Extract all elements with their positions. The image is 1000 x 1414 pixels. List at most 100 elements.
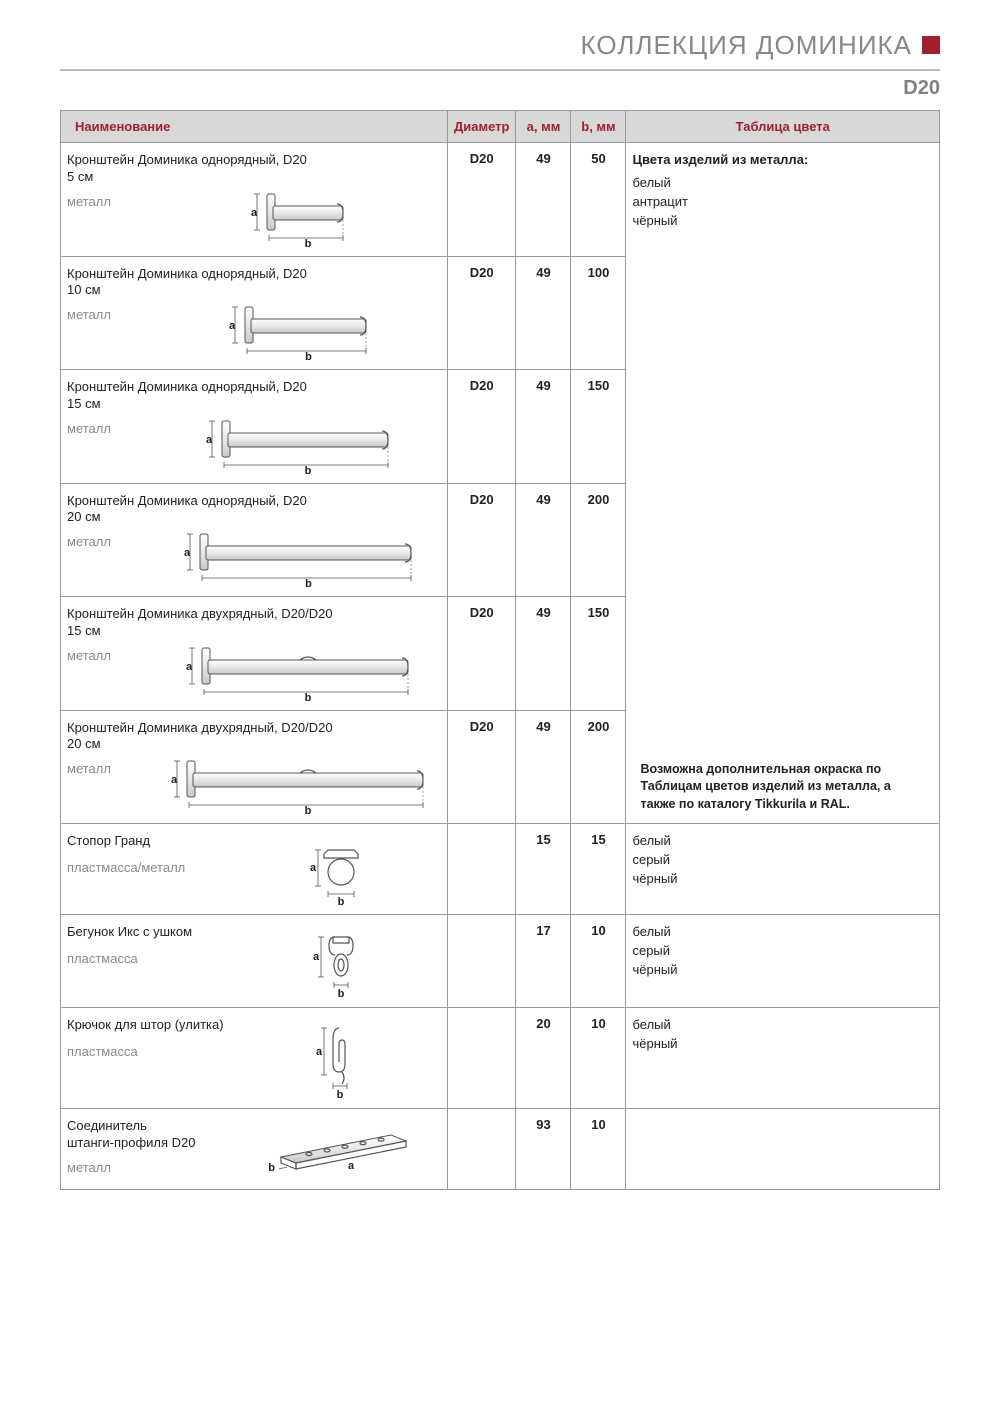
svg-text:a: a	[313, 951, 320, 963]
bracket-diagram-icon: a b	[171, 415, 441, 475]
b-cell: 200	[571, 483, 626, 597]
bracket-diagram-icon: a b	[171, 528, 441, 588]
color-option: чёрный	[632, 212, 933, 231]
svg-text:a: a	[171, 774, 178, 786]
color-option: белый	[632, 923, 933, 942]
item-material: металл	[67, 534, 157, 549]
svg-text:b: b	[305, 238, 312, 248]
item-subtitle: 15 см	[67, 396, 441, 411]
color-note: Возможна дополнительная окраска по Табли…	[640, 761, 925, 814]
b-cell: 10	[571, 1008, 626, 1109]
svg-text:a: a	[229, 320, 236, 332]
a-cell: 20	[516, 1008, 571, 1109]
svg-text:a: a	[206, 434, 213, 446]
part-diagram-icon: a b	[241, 1121, 441, 1181]
b-cell: 15	[571, 824, 626, 915]
diameter-cell: D20	[448, 256, 516, 370]
item-material: металл	[67, 761, 157, 776]
name-cell: Крючок для штор (улитка) пластмасса a b	[61, 1008, 448, 1109]
diameter-cell	[448, 1008, 516, 1109]
bracket-diagram-icon: a b	[171, 642, 441, 702]
catalog-page: КОЛЛЕКЦИЯ ДОМИНИКА D20 Наименование Диам…	[0, 0, 1000, 1230]
item-material: пластмасса	[67, 1044, 227, 1059]
color-option: чёрный	[632, 1035, 933, 1054]
diameter-cell: D20	[448, 710, 516, 824]
item-title: Бегунок Икс с ушком	[67, 923, 227, 941]
color-option: серый	[632, 851, 933, 870]
table-header: Наименование Диаметр a, мм b, мм Таблица…	[61, 111, 940, 143]
svg-text:a: a	[348, 1160, 355, 1172]
name-cell: Стопор Гранд пластмасса/металл a b	[61, 824, 448, 915]
col-header-name: Наименование	[61, 111, 448, 143]
a-cell: 15	[516, 824, 571, 915]
color-cell: белыйчёрный	[626, 1008, 940, 1109]
item-title: Кронштейн Доминика однорядный, D20	[67, 265, 441, 283]
item-subtitle: 5 см	[67, 169, 441, 184]
name-cell: Кронштейн Доминика однорядный, D20 5 см …	[61, 143, 448, 257]
diameter-cell: D20	[448, 597, 516, 711]
a-cell: 49	[516, 143, 571, 257]
diameter-cell	[448, 915, 516, 1008]
b-cell: 10	[571, 1109, 626, 1190]
color-option: антрацит	[632, 193, 933, 212]
col-header-diameter: Диаметр	[448, 111, 516, 143]
accent-square-icon	[922, 36, 940, 54]
item-title: Соединитель	[67, 1117, 227, 1135]
bracket-diagram-icon: a b	[171, 188, 441, 248]
svg-text:a: a	[184, 547, 191, 559]
table-row: Стопор Гранд пластмасса/металл a b 1515б…	[61, 824, 940, 915]
a-cell: 49	[516, 597, 571, 711]
svg-text:a: a	[251, 207, 258, 219]
bracket-diagram-icon: a b	[171, 755, 441, 815]
item-subtitle: штанги-профиля D20	[67, 1135, 227, 1150]
a-cell: 49	[516, 370, 571, 484]
col-header-color: Таблица цвета	[626, 111, 940, 143]
item-material: металл	[67, 1160, 227, 1175]
svg-text:b: b	[305, 578, 312, 588]
svg-text:a: a	[310, 862, 317, 874]
color-cell: белыйсерыйчёрный	[626, 915, 940, 1008]
item-title: Кронштейн Доминика однорядный, D20	[67, 492, 441, 510]
name-cell: Кронштейн Доминика однорядный, D20 15 см…	[61, 370, 448, 484]
item-material: металл	[67, 421, 157, 436]
svg-text:b: b	[268, 1162, 275, 1174]
part-diagram-icon: a b	[241, 1020, 441, 1100]
item-subtitle: 10 см	[67, 282, 441, 297]
svg-text:a: a	[316, 1046, 323, 1058]
name-cell: Кронштейн Доминика однорядный, D20 10 см…	[61, 256, 448, 370]
col-header-b: b, мм	[571, 111, 626, 143]
item-subtitle: 15 см	[67, 623, 441, 638]
diameter-cell	[448, 1109, 516, 1190]
item-title: Крючок для штор (улитка)	[67, 1016, 227, 1034]
collection-title: КОЛЛЕКЦИЯ ДОМИНИКА	[60, 30, 940, 61]
b-cell: 150	[571, 370, 626, 484]
color-option: чёрный	[632, 961, 933, 980]
product-table: Наименование Диаметр a, мм b, мм Таблица…	[60, 110, 940, 1190]
svg-text:b: b	[305, 805, 312, 815]
item-subtitle: 20 см	[67, 736, 441, 751]
table-row: Бегунок Икс с ушком пластмасса a b 1710б…	[61, 915, 940, 1008]
table-row: Соединитель штанги-профиля D20 металл a …	[61, 1109, 940, 1190]
a-cell: 49	[516, 710, 571, 824]
item-material: металл	[67, 648, 157, 663]
color-option: чёрный	[632, 870, 933, 889]
part-diagram-icon: a b	[241, 836, 441, 906]
item-title: Кронштейн Доминика двухрядный, D20/D20	[67, 719, 441, 737]
color-option: серый	[632, 942, 933, 961]
item-material: металл	[67, 194, 157, 209]
color-option: белый	[632, 1016, 933, 1035]
item-material: пластмасса	[67, 951, 227, 966]
item-title: Кронштейн Доминика однорядный, D20	[67, 378, 441, 396]
page-header: КОЛЛЕКЦИЯ ДОМИНИКА	[60, 30, 940, 61]
name-cell: Кронштейн Доминика двухрядный, D20/D20 2…	[61, 710, 448, 824]
item-material: пластмасса/металл	[67, 860, 227, 875]
b-cell: 200	[571, 710, 626, 824]
svg-text:b: b	[305, 465, 312, 475]
name-cell: Соединитель штанги-профиля D20 металл a …	[61, 1109, 448, 1190]
a-cell: 49	[516, 483, 571, 597]
header-divider	[60, 69, 940, 71]
col-header-a: a, мм	[516, 111, 571, 143]
b-cell: 10	[571, 915, 626, 1008]
item-subtitle: 20 см	[67, 509, 441, 524]
color-cell: Цвета изделий из металла:белыйантрацитчё…	[626, 143, 940, 824]
